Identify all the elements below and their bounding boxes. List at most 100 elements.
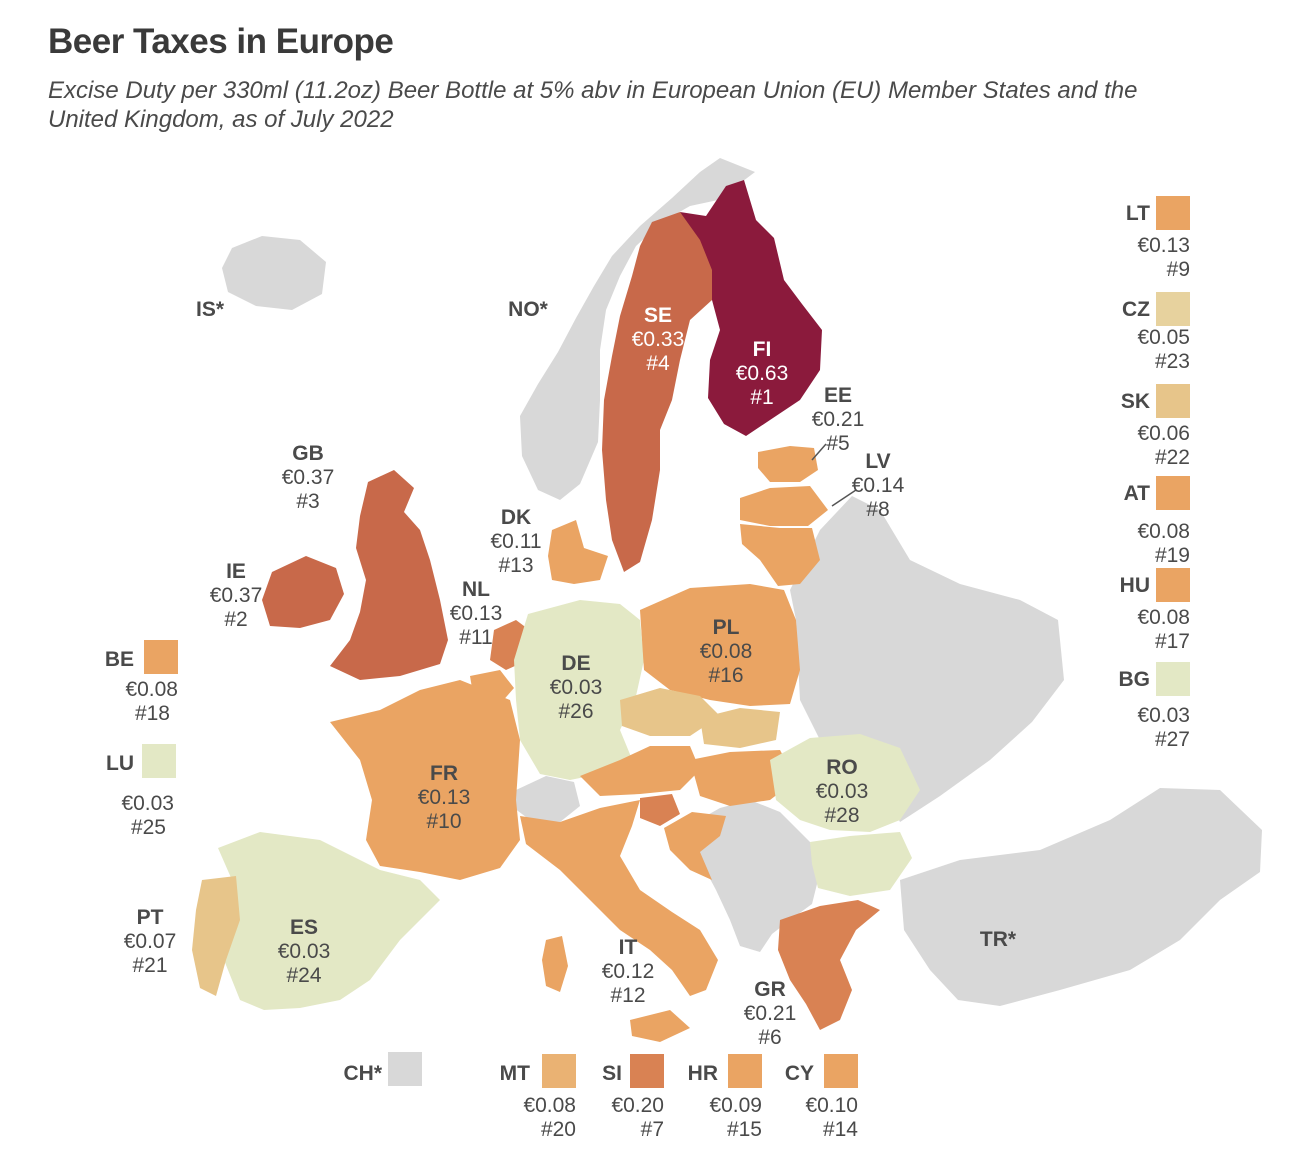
cz-swatch xyxy=(1156,292,1190,326)
mt-rank: #20 xyxy=(541,1118,576,1141)
be-code: BE xyxy=(105,648,134,671)
hu-code: HU xyxy=(1120,574,1150,597)
legend-mt: MT €0.08 #20 xyxy=(500,1054,576,1141)
at-swatch xyxy=(1156,476,1190,510)
hu-swatch xyxy=(1156,568,1190,602)
legend-ch: CH* xyxy=(343,1052,422,1086)
se-code: SE xyxy=(644,304,672,327)
legend-bg: BG €0.03 #27 xyxy=(1119,662,1190,751)
bg-value: €0.03 xyxy=(1137,704,1190,727)
sweden-shape[interactable] xyxy=(602,212,712,572)
lu-value: €0.03 xyxy=(121,792,174,815)
lt-code: LT xyxy=(1126,202,1150,225)
denmark-shape[interactable] xyxy=(548,520,608,584)
ireland-shape[interactable] xyxy=(262,556,344,628)
latvia-shape[interactable] xyxy=(740,486,828,526)
slovenia-shape[interactable] xyxy=(640,794,680,826)
lt-swatch xyxy=(1156,196,1190,230)
sk-swatch xyxy=(1156,384,1190,418)
iceland-shape[interactable] xyxy=(222,236,326,310)
portugal-shape[interactable] xyxy=(192,876,240,996)
no-label: NO* xyxy=(508,298,549,321)
lv-value: €0.14 xyxy=(852,474,905,497)
lithuania-shape[interactable] xyxy=(740,524,820,586)
be-swatch xyxy=(144,640,178,674)
ee-code: EE xyxy=(824,384,852,407)
lt-rank: #9 xyxy=(1167,258,1190,281)
italy-shape[interactable] xyxy=(520,800,718,996)
ie-rank: #2 xyxy=(224,608,247,631)
at-code: AT xyxy=(1124,482,1151,505)
legend-cz: CZ €0.05 #23 xyxy=(1122,292,1190,373)
slovakia-shape[interactable] xyxy=(700,708,780,748)
bg-rank: #27 xyxy=(1155,728,1190,751)
ch-code: CH* xyxy=(343,1062,382,1085)
germany-shape[interactable] xyxy=(514,600,644,780)
lu-code: LU xyxy=(106,752,134,775)
mt-value: €0.08 xyxy=(523,1094,576,1117)
spain-shape[interactable] xyxy=(218,832,440,1010)
is-label: IS* xyxy=(196,298,225,321)
great-britain-shape[interactable] xyxy=(330,470,448,680)
de-value: €0.03 xyxy=(550,676,603,699)
czechia-shape[interactable] xyxy=(620,688,720,736)
se-rank: #4 xyxy=(646,352,670,375)
map-subtitle: Excise Duty per 330ml (11.2oz) Beer Bott… xyxy=(48,77,1138,133)
dk-code: DK xyxy=(501,506,531,529)
ch-swatch xyxy=(388,1052,422,1086)
bg-code: BG xyxy=(1119,668,1151,691)
legend-si: SI €0.20 #7 xyxy=(602,1054,664,1141)
ro-label: RO €0.03 #28 xyxy=(816,756,869,827)
fr-label: FR €0.13 #10 xyxy=(418,762,471,833)
be-value: €0.08 xyxy=(125,678,178,701)
lv-leader-line xyxy=(831,489,857,507)
greece-shape[interactable] xyxy=(778,900,880,1030)
legend-be: BE €0.08 #18 xyxy=(105,640,178,725)
turkey-shape[interactable] xyxy=(900,788,1262,1006)
gb-value: €0.37 xyxy=(282,466,335,489)
bulgaria-shape[interactable] xyxy=(810,832,912,896)
romania-shape[interactable] xyxy=(770,734,920,832)
estonia-shape[interactable] xyxy=(758,446,818,482)
balkans-shape[interactable] xyxy=(688,800,818,952)
austria-shape[interactable] xyxy=(580,746,700,796)
fi-label: FI €0.63 #1 xyxy=(736,338,789,409)
legend-sk: SK €0.06 #22 xyxy=(1121,384,1190,469)
sicily-shape[interactable] xyxy=(630,1010,690,1042)
si-rank: #7 xyxy=(641,1118,664,1141)
ro-rank: #28 xyxy=(824,804,859,827)
ee-leader-line xyxy=(811,443,827,461)
si-value: €0.20 xyxy=(611,1094,664,1117)
gb-code: GB xyxy=(292,442,324,465)
nl-code: NL xyxy=(462,578,490,601)
ie-code: IE xyxy=(226,560,246,583)
es-label: ES €0.03 #24 xyxy=(278,916,331,987)
pt-code: PT xyxy=(137,906,164,929)
poland-shape[interactable] xyxy=(640,584,800,706)
fr-rank: #10 xyxy=(426,810,461,833)
cy-rank: #14 xyxy=(823,1118,858,1141)
switzerland-shape[interactable] xyxy=(514,776,580,822)
dk-value: €0.11 xyxy=(491,530,542,553)
es-code: ES xyxy=(290,916,318,939)
legend-hu: HU €0.08 #17 xyxy=(1120,568,1190,653)
legend-lu: LU €0.03 #25 xyxy=(106,744,176,839)
croatia-shape[interactable] xyxy=(664,812,726,880)
bg-swatch xyxy=(1156,662,1190,696)
legend-hr: HR €0.09 #15 xyxy=(688,1054,762,1141)
gr-value: €0.21 xyxy=(744,1002,797,1025)
fi-code: FI xyxy=(753,338,772,361)
france-shape[interactable] xyxy=(330,680,520,880)
hungary-shape[interactable] xyxy=(690,750,796,806)
norway-shape[interactable] xyxy=(520,158,755,500)
ro-value: €0.03 xyxy=(816,780,869,803)
sardinia-shape[interactable] xyxy=(542,936,568,992)
nl-rank: #11 xyxy=(459,626,492,649)
finland-shape[interactable] xyxy=(680,180,822,436)
ee-label: EE €0.21 #5 xyxy=(812,384,865,455)
lu-rank: #25 xyxy=(131,816,166,839)
se-label: SE €0.33 #4 xyxy=(632,304,685,375)
lt-value: €0.13 xyxy=(1137,234,1190,257)
lu-swatch xyxy=(142,744,176,778)
